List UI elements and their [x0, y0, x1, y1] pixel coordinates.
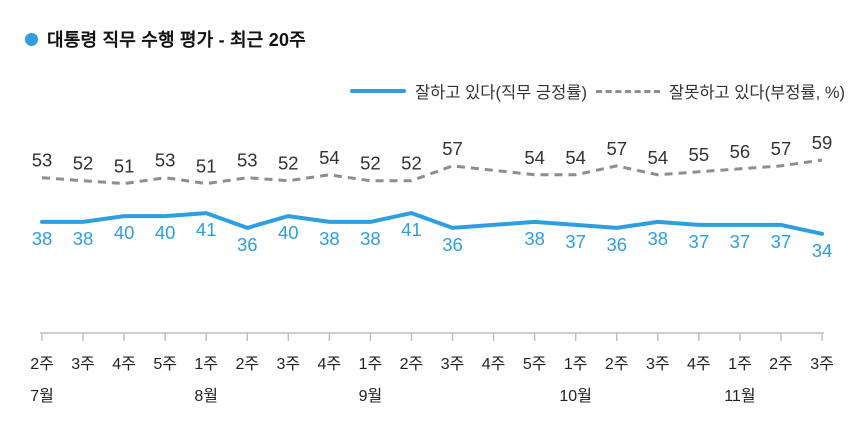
- data-point-label: 40: [114, 222, 135, 243]
- data-point-label: 40: [155, 222, 176, 243]
- week-tick-label: 1주: [728, 356, 752, 373]
- week-tick-label: 2주: [30, 356, 54, 373]
- data-point-label: 37: [730, 231, 751, 252]
- month-label: 8월: [194, 387, 218, 405]
- week-tick-label: 4주: [318, 356, 342, 373]
- week-tick-label: 2주: [605, 356, 629, 373]
- data-point-label: 57: [606, 138, 627, 159]
- data-point-label: 34: [812, 240, 833, 261]
- week-tick-label: 3주: [441, 356, 465, 373]
- chart-title-row: 대통령 직무 수행 평가 - 최근 20주: [25, 26, 306, 52]
- data-point-label: 57: [442, 138, 463, 159]
- data-point-label: 56: [730, 141, 751, 162]
- data-point-label: 53: [32, 150, 53, 171]
- week-tick-label: 4주: [482, 356, 506, 373]
- data-point-label: 38: [360, 228, 381, 249]
- chart-title: 대통령 직무 수행 평가 - 최근 20주: [47, 30, 306, 50]
- month-label: 11월: [724, 387, 755, 405]
- data-point-label: 59: [812, 132, 833, 153]
- disapproval-line-swatch-icon: [595, 89, 660, 93]
- data-point-label: 54: [319, 147, 340, 168]
- data-point-label: 55: [689, 144, 710, 165]
- data-point-label: 54: [565, 147, 586, 168]
- month-label: 7월: [30, 387, 54, 405]
- week-tick-label: 3주: [646, 356, 670, 373]
- data-point-label: 38: [648, 228, 669, 249]
- data-point-label: 37: [565, 231, 586, 252]
- approval-series: 38 38 40 40 41 36 40 38 38 41 36 38 37 36 38 37 37 37 34: [32, 211, 833, 261]
- week-tick-label: 5주: [523, 356, 547, 373]
- month-label: 9월: [359, 387, 383, 405]
- week-tick-label: 3주: [277, 356, 301, 373]
- week-tick-label: 1주: [359, 356, 383, 373]
- week-tick-label: 1주: [194, 356, 218, 373]
- data-point-label: 51: [114, 156, 135, 177]
- data-point-label: 51: [196, 156, 217, 177]
- disapproval-series: 53 52 51 53 51 53 52 54 52 52 57 54 54 57 54 55 56 57 59: [32, 132, 833, 186]
- week-tick-label: 2주: [769, 356, 793, 373]
- data-point-label: 52: [278, 153, 299, 174]
- week-tick-label: 3주: [71, 356, 95, 373]
- disapproval-line: [41, 158, 823, 186]
- legend-label-disapproval: 잘못하고 있다(부정률, %): [668, 84, 845, 102]
- week-tick-label: 5주: [153, 356, 177, 373]
- week-tick-label: 4주: [687, 356, 711, 373]
- data-point-label: 38: [32, 228, 53, 249]
- data-point-label: 38: [319, 228, 340, 249]
- data-point-label: 36: [606, 234, 627, 255]
- legend-label-approval: 잘하고 있다(직무 긍정률): [414, 84, 587, 102]
- data-point-label: 37: [689, 231, 710, 252]
- data-point-label: 53: [237, 150, 258, 171]
- data-point-label: 36: [237, 234, 258, 255]
- chart-legend: 잘하고 있다(직무 긍정률) 잘못하고 있다(부정률, %): [349, 79, 845, 103]
- data-point-label: 57: [771, 138, 792, 159]
- month-label: 10월: [559, 387, 592, 405]
- bullet-icon: [25, 32, 38, 46]
- data-point-label: 52: [360, 153, 381, 174]
- week-tick-label: 3주: [810, 356, 834, 373]
- week-tick-label: 2주: [235, 356, 259, 373]
- x-axis: 2주 3주 4주 5주 1주 2주 3주 4주 1주 2주 3주 4주 5주 1주 2주 3주 4주 1주 2주 3주…: [30, 332, 834, 405]
- data-point-label: 38: [524, 228, 545, 249]
- data-point-label: 41: [196, 219, 217, 240]
- data-point-label: 54: [648, 147, 669, 168]
- data-point-label: 54: [524, 147, 545, 168]
- approval-line-swatch-icon: [349, 89, 406, 93]
- data-point-label: 38: [73, 228, 94, 249]
- data-point-label: 52: [401, 153, 422, 174]
- data-point-label: 52: [73, 153, 94, 174]
- data-point-label: 40: [278, 222, 299, 243]
- data-point-label: 37: [771, 231, 792, 252]
- data-point-label: 36: [442, 234, 463, 255]
- week-tick-label: 2주: [400, 356, 424, 373]
- approval-line: [40, 211, 824, 236]
- data-point-label: 41: [401, 219, 422, 240]
- week-tick-label: 4주: [112, 356, 136, 373]
- data-point-label: 53: [155, 150, 176, 171]
- week-tick-label: 1주: [564, 356, 588, 373]
